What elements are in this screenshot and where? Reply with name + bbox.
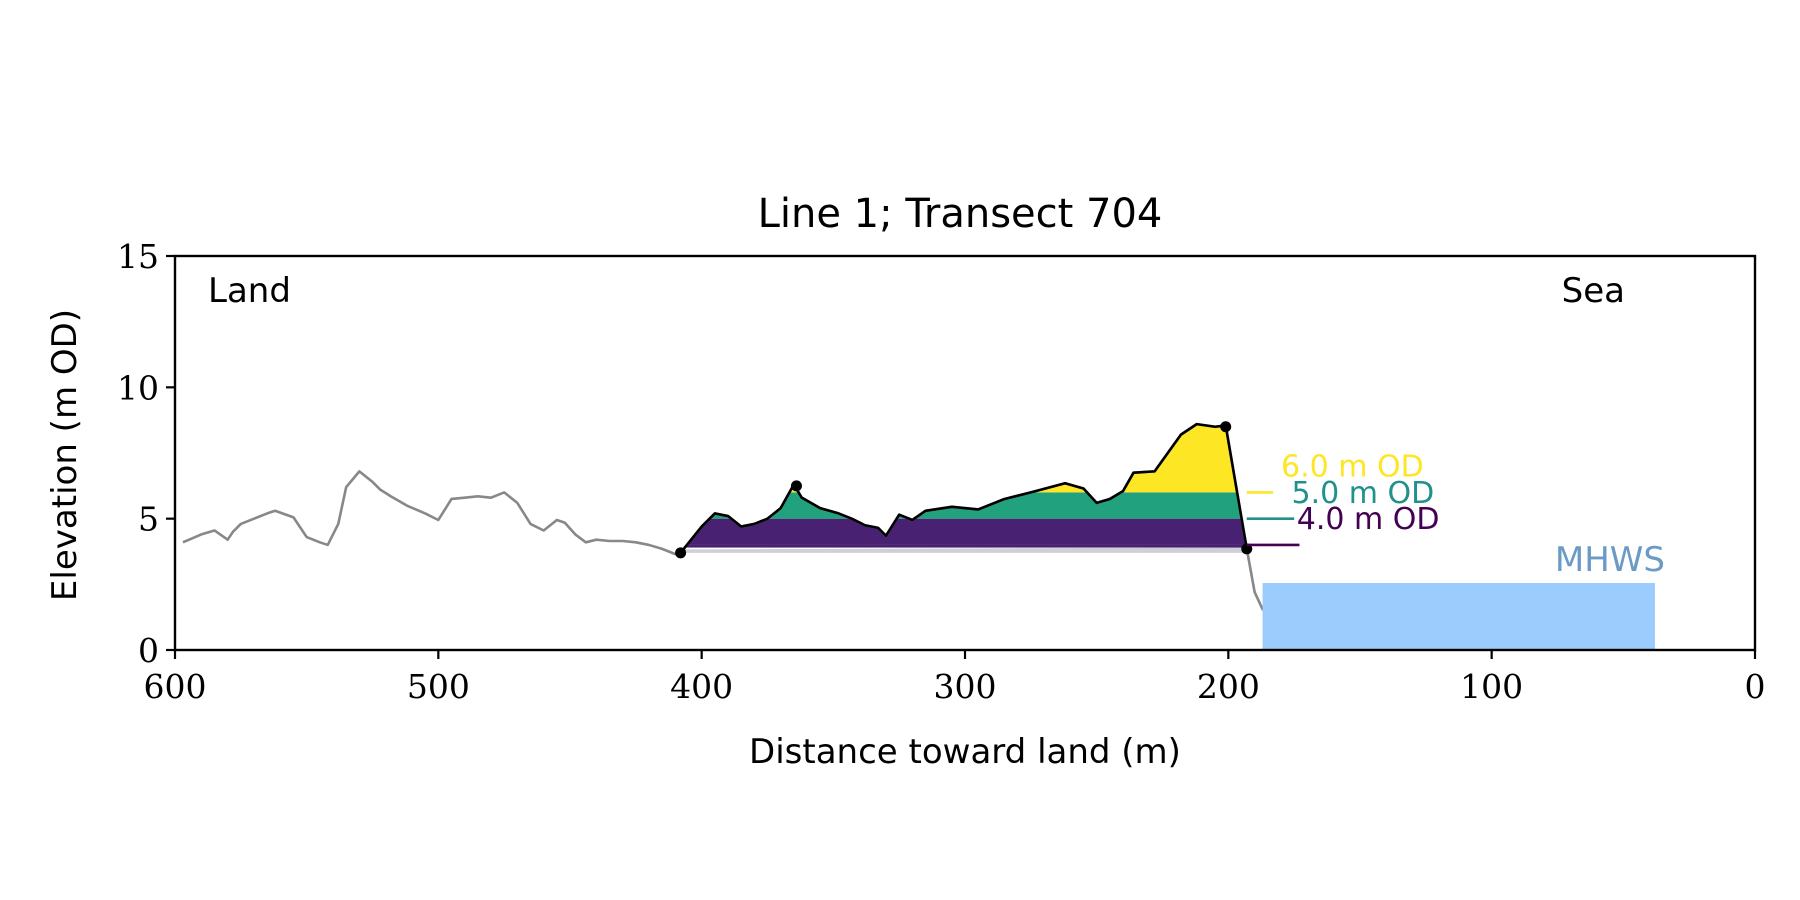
dune-fill-6m: [680, 424, 1247, 493]
dune-outline: [679, 422, 1249, 554]
mhws-label: MHWS: [1555, 540, 1665, 580]
y-tick-label: 0: [138, 631, 159, 670]
dune-fill-4m: [680, 518, 1247, 545]
dune-fill-4m-lower: [680, 544, 1247, 548]
threshold-label: 5.0 m OD: [1292, 476, 1435, 511]
dune-marker: [675, 547, 687, 559]
x-tick-label: 400: [670, 667, 733, 706]
sea-label: Sea: [1562, 271, 1625, 311]
y-tick-label: 10: [117, 368, 159, 407]
threshold-label: 4.0 m OD: [1297, 502, 1440, 537]
y-tick-label: 15: [117, 237, 159, 276]
dune-fill-group: [680, 424, 1247, 548]
x-tick-label: 0: [1745, 667, 1766, 706]
chart-title: Line 1; Transect 704: [758, 191, 1163, 237]
threshold-label: 6.0 m OD: [1281, 450, 1424, 485]
x-tick-label: 300: [934, 667, 997, 706]
x-tick-label: 600: [144, 667, 207, 706]
x-tick-label: 200: [1197, 667, 1260, 706]
y-axis-label: Elevation (m OD): [45, 309, 85, 601]
land-label: Land: [208, 271, 291, 311]
x-axis-label: Distance toward land (m): [749, 732, 1181, 772]
mhws-area: [1262, 583, 1655, 650]
dune-marker: [790, 480, 802, 492]
x-tick-label: 100: [1460, 667, 1523, 706]
x-tick-label: 500: [407, 667, 470, 706]
threshold-labels: 6.0 m OD5.0 m OD4.0 m OD MHWS: [1246, 450, 1665, 580]
axis-ticks: 600 500 400 300 200 100 0 0 5 10 15: [117, 237, 1766, 706]
dune-fill-5m: [680, 492, 1247, 519]
dune-marker: [1220, 421, 1232, 433]
plot-area: [182, 421, 1655, 650]
y-tick-label: 5: [138, 500, 159, 539]
dune-base-band: [680, 547, 1247, 553]
